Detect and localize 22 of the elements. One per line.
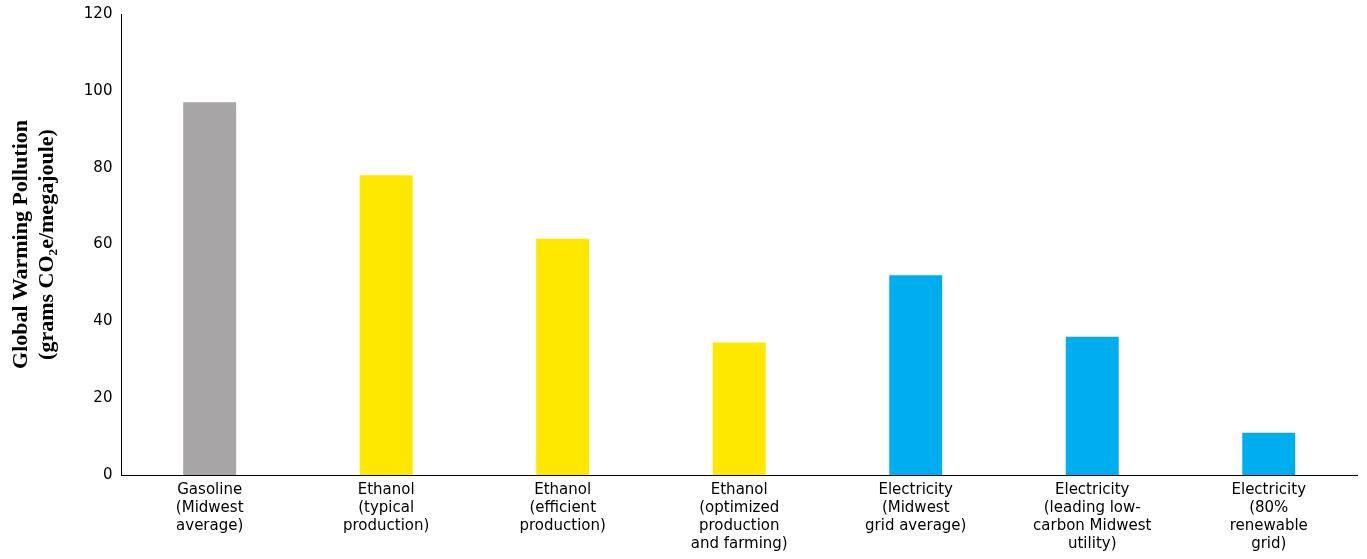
x-tick-label: Ethanol (efficient production)	[519, 479, 606, 534]
y-tick-label: 100	[83, 80, 113, 99]
bar	[1242, 432, 1296, 475]
x-tick-label: Electricity (80% renewable grid)	[1229, 479, 1308, 552]
y-tick-label: 60	[93, 234, 113, 253]
y-axis-title: Global Warming Pollution (grams CO₂e/megajoule)	[6, 120, 59, 369]
x-tick-label: Gasoline (Midwest average)	[175, 479, 244, 534]
bar	[359, 175, 413, 475]
bar	[1065, 336, 1119, 475]
bar	[712, 342, 766, 475]
y-tick-label: 80	[93, 157, 113, 176]
bar	[889, 275, 943, 475]
x-tick-label: Ethanol (optimized production and farming)	[690, 479, 788, 552]
y-tick-label: 20	[93, 388, 113, 407]
y-tick-label: 0	[102, 464, 113, 483]
y-tick-label: 40	[93, 311, 113, 330]
x-tick-label: Electricity (Midwest grid average)	[865, 479, 967, 534]
bar	[536, 238, 590, 475]
bar	[183, 102, 237, 475]
x-tick-label: Ethanol (typical production)	[342, 479, 430, 534]
x-tick-label: Electricity (leading low- carbon Midwest utility)	[1033, 479, 1152, 552]
y-tick-label: 120	[83, 3, 113, 22]
